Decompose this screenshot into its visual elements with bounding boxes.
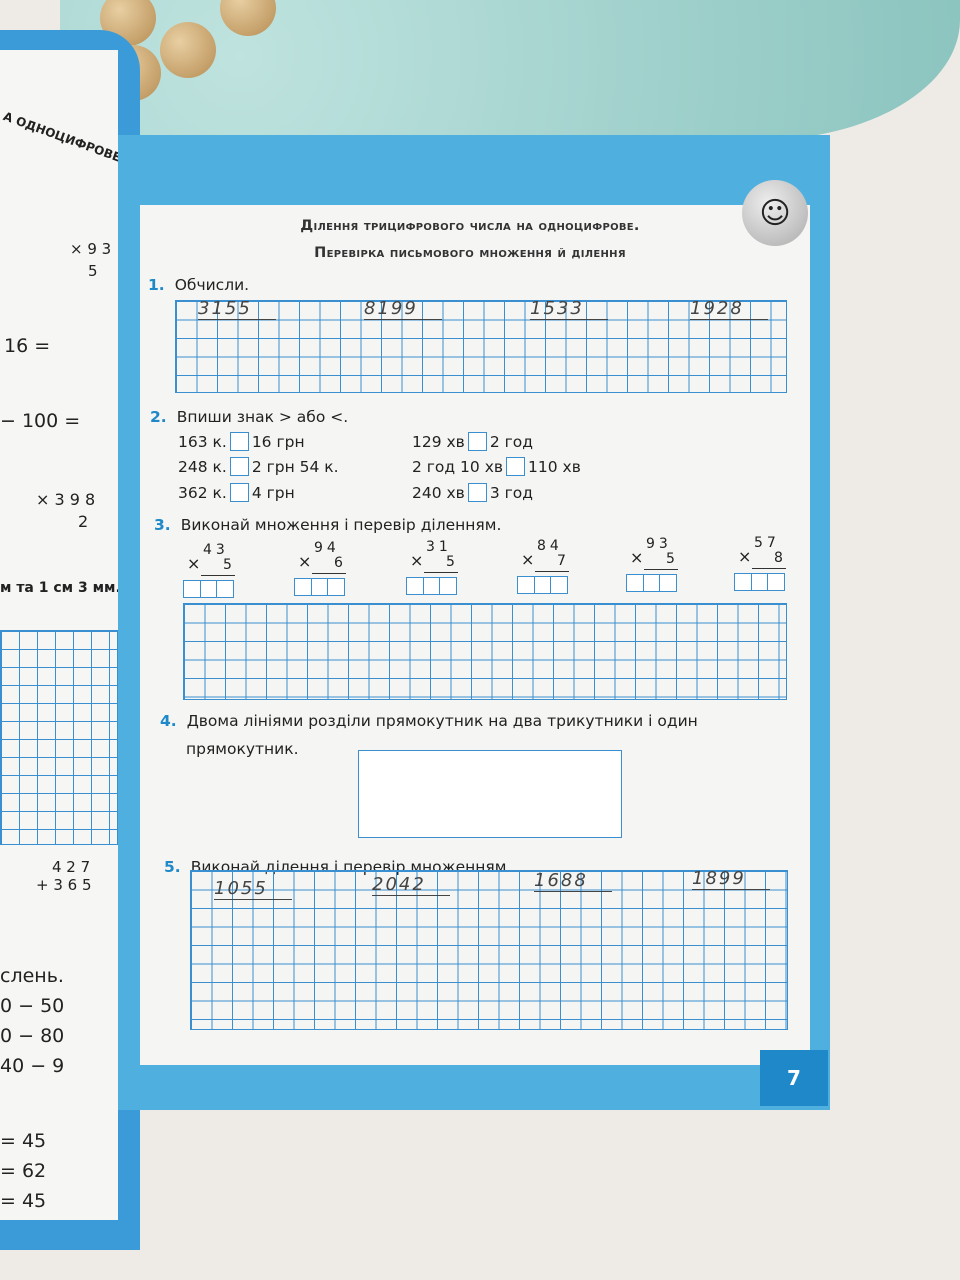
answer-box[interactable]: [229, 457, 249, 476]
left-line: м та 1 см 3 мм.: [0, 580, 121, 596]
left-page: А ОДНОЦИФРОВЕ × 9 3 5 16 = − 100 = × 3 9…: [0, 30, 140, 1250]
handwritten-number: 1533: [530, 298, 608, 320]
comparison-row: 240 хв 3 год: [412, 483, 533, 502]
comparison-row: 129 хв 2 год: [412, 432, 533, 451]
multiplication-problem: × 57 8: [734, 535, 794, 595]
left-line: 0 − 50: [0, 995, 65, 1017]
left-line: 0 − 80: [0, 1025, 65, 1047]
left-line: 4 2 7: [52, 858, 91, 876]
left-line: × 3 9 8: [36, 490, 96, 509]
handwritten-number: 3155: [198, 298, 276, 320]
left-line: = 45: [0, 1190, 47, 1212]
left-heading: А ОДНОЦИФРОВЕ: [1, 109, 123, 165]
smiley-face-icon: ☺: [742, 180, 808, 246]
answer-box[interactable]: [467, 432, 487, 451]
wooden-bead: [160, 22, 216, 78]
task-4: 4. Двома лініями розділи прямокутник на д…: [160, 712, 698, 730]
left-grid: [0, 630, 118, 845]
comparison-row: 2 год 10 хв 110 хв: [412, 457, 581, 476]
task-4-continued: прямокутник.: [186, 740, 299, 758]
handwritten-number: 1688: [534, 870, 612, 892]
task-5-grid: [190, 870, 788, 1030]
left-line: − 100 =: [0, 410, 81, 432]
task-3-grid: [183, 603, 787, 700]
handwritten-number: 1899: [692, 868, 770, 890]
comparison-row: 248 к. 2 грн 54 к.: [178, 457, 339, 476]
left-line: = 45: [0, 1130, 47, 1152]
task-3: 3. Виконай множення і перевір діленням.: [154, 516, 502, 534]
multiplication-problem: × 94 6: [294, 540, 354, 600]
left-line: 40 − 9: [0, 1055, 65, 1077]
answer-box[interactable]: [229, 483, 249, 502]
left-mult: × 9 3: [70, 240, 112, 258]
handwritten-number: 8199: [364, 298, 442, 320]
left-line: слень.: [0, 965, 64, 987]
left-line: 16 =: [4, 335, 51, 357]
left-line: = 62: [0, 1160, 47, 1182]
page-subtitle: Перевірка письмового множення й ділення: [314, 245, 626, 261]
fabric-background: [60, 0, 960, 140]
rectangle-to-divide[interactable]: [358, 750, 622, 838]
left-line: 2: [78, 512, 89, 531]
multiplication-problem: × 31 5: [406, 539, 466, 599]
multiplication-problem: × 43 5: [183, 542, 243, 602]
task-1: 1. Обчисли.: [148, 276, 250, 294]
page-title: Ділення трицифрового числа на одноцифров…: [300, 218, 640, 234]
answer-box[interactable]: [506, 457, 526, 476]
comparison-row: 362 к. 4 грн: [178, 483, 295, 502]
handwritten-number: 1928: [690, 298, 768, 320]
handwritten-number: 1055: [214, 878, 292, 900]
multiplication-problem: × 93 5: [626, 536, 686, 596]
answer-box[interactable]: [229, 432, 249, 451]
left-line: + 3 6 5: [36, 876, 92, 894]
task-1-grid: [175, 300, 787, 393]
left-mult: 5: [88, 262, 98, 280]
handwritten-number: 2042: [372, 874, 450, 896]
task-2: 2. Впиши знак > або <.: [150, 408, 349, 426]
answer-box[interactable]: [467, 483, 487, 502]
multiplication-problem: × 84 7: [517, 538, 577, 598]
comparison-row: 163 к. 16 грн: [178, 432, 305, 451]
page-number: 7: [760, 1050, 828, 1106]
